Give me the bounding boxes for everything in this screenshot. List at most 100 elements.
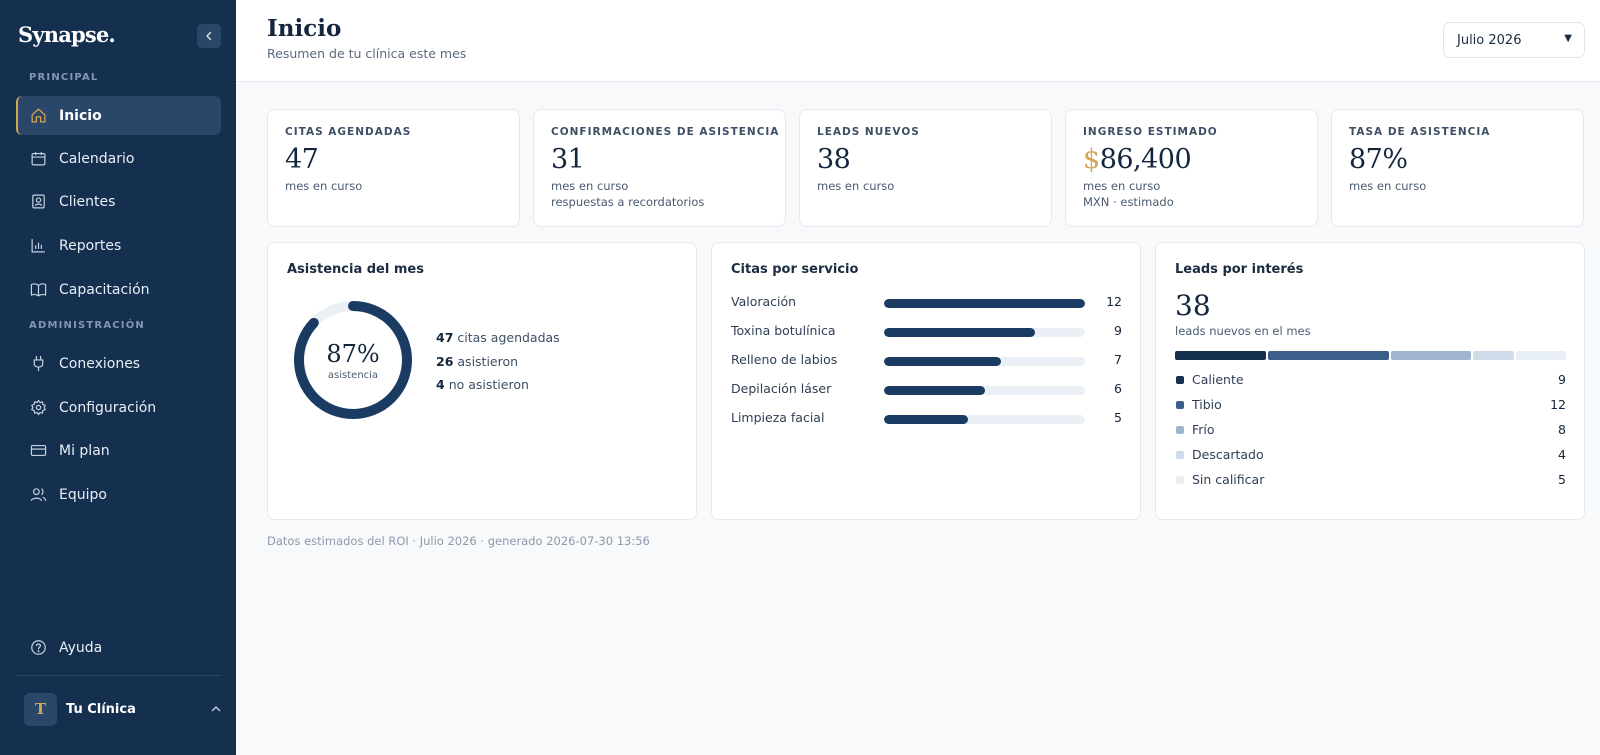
page-header: Inicio Resumen de tu clínica este mes Ju… [236, 0, 1600, 82]
kpi-card-ingreso: INGRESO ESTIMADO $86,400 mes en curso MX… [1065, 109, 1318, 227]
sidebar-item-label: Conexiones [59, 355, 141, 372]
service-value: 7 [1114, 352, 1122, 367]
sidebar-item-equipo[interactable]: Equipo [16, 475, 221, 514]
leads-bar-segment [1515, 351, 1566, 360]
legend-swatch [1176, 401, 1184, 409]
leads-panel: Leads por interés 38 leads nuevos en el … [1155, 242, 1585, 520]
leads-bar-segment [1175, 351, 1266, 360]
sidebar-item-mi-plan[interactable]: Mi plan [16, 431, 221, 470]
kpi-value: 87% [1349, 144, 1408, 175]
leads-bar-segment [1473, 351, 1514, 360]
currency-symbol: $ [1083, 144, 1100, 175]
service-value: 6 [1114, 381, 1122, 396]
credit-card-icon [29, 442, 47, 460]
donut-caption: asistencia [327, 369, 379, 381]
leads-bar-segment [1390, 351, 1472, 360]
kpi-sub-line: mes en curso [1083, 179, 1161, 193]
legend-label: Tibio [1192, 397, 1222, 412]
clinic-avatar: T [24, 692, 57, 726]
legend-label: Sin calificar [1192, 472, 1265, 487]
home-icon [29, 107, 47, 125]
service-bar-track [884, 299, 1085, 308]
service-bar-track [884, 357, 1085, 366]
kpi-value: $86,400 [1083, 144, 1300, 175]
chevron-up-icon [211, 706, 221, 712]
attendance-line: 4 no asistieron [436, 377, 529, 392]
service-row: Relleno de labios 7 [731, 351, 1122, 371]
clinic-switcher[interactable]: T Tu Clínica [24, 692, 221, 726]
sidebar-item-calendario[interactable]: Calendario [16, 139, 221, 178]
service-value: 12 [1106, 294, 1122, 309]
sidebar-item-configuracion[interactable]: Configuración [16, 388, 221, 427]
sidebar-item-label: Calendario [59, 150, 135, 167]
clinic-name: Tu Clínica [66, 701, 136, 717]
service-row: Toxina botulínica 9 [731, 322, 1122, 342]
service-name: Limpieza facial [731, 410, 825, 425]
leads-bar-segment [1267, 351, 1389, 360]
kpi-card-tasa: TASA DE ASISTENCIA 87% mes en curso [1331, 109, 1584, 227]
service-name: Depilación láser [731, 381, 832, 396]
legend-label: Caliente [1192, 372, 1244, 387]
legend-value: 5 [1558, 472, 1566, 487]
kpi-sub-line: respuestas a recordatorios [551, 195, 705, 209]
sidebar-item-conexiones[interactable]: Conexiones [16, 344, 221, 383]
page-title: Inicio [267, 15, 342, 42]
calendar-icon [29, 150, 47, 168]
leads-stacked-bar [1175, 351, 1566, 360]
sidebar-item-label: Capacitación [59, 281, 150, 298]
kpi-label: CONFIRMACIONES DE ASISTENCIA [551, 126, 780, 138]
kpi-label: LEADS NUEVOS [817, 126, 920, 138]
collapse-sidebar-button[interactable] [197, 24, 221, 48]
leads-subtitle: leads nuevos en el mes [1175, 324, 1311, 338]
sidebar-item-label: Ayuda [59, 639, 103, 656]
legend-value: 12 [1550, 397, 1566, 412]
leads-legend-row: Caliente 9 [1175, 371, 1566, 389]
service-bar [884, 386, 985, 395]
leads-legend-row: Sin calificar 5 [1175, 471, 1566, 489]
service-row: Depilación láser 6 [731, 380, 1122, 400]
sidebar-divider [16, 675, 221, 676]
page-subtitle: Resumen de tu clínica este mes [267, 46, 467, 61]
sidebar-item-clientes[interactable]: Clientes [16, 182, 221, 221]
sidebar-item-capacitacion[interactable]: Capacitación [16, 270, 221, 309]
sidebar-item-label: Equipo [59, 486, 107, 503]
sidebar-item-label: Clientes [59, 193, 116, 210]
service-bar [884, 357, 1002, 366]
kpi-card-leads: LEADS NUEVOS 38 mes en curso [799, 109, 1052, 227]
sidebar-item-label: Configuración [59, 399, 157, 416]
sidebar-item-reportes[interactable]: Reportes [16, 226, 221, 265]
donut-percent: 87% [326, 339, 380, 368]
service-value: 5 [1114, 410, 1122, 425]
panel-title: Leads por interés [1175, 262, 1304, 277]
leads-total: 38 [1175, 289, 1211, 322]
app-logo[interactable]: Synapse. [18, 22, 116, 47]
attendance-line: 47 citas agendadas [436, 330, 560, 345]
help-icon [29, 639, 47, 657]
sidebar-item-inicio[interactable]: Inicio [16, 96, 221, 135]
kpi-value: 31 [551, 144, 585, 175]
attendance-panel: Asistencia del mes 87% asistencia 47 cit… [267, 242, 697, 520]
service-row: Valoración 12 [731, 293, 1122, 313]
team-icon [29, 486, 47, 504]
service-name: Valoración [731, 294, 797, 309]
panel-title: Citas por servicio [731, 262, 859, 277]
clients-icon [29, 193, 47, 211]
section-label-administracion: ADMINISTRACIÓN [29, 320, 145, 331]
service-row: Limpieza facial 5 [731, 409, 1122, 429]
service-name: Relleno de labios [731, 352, 838, 367]
month-select[interactable]: Julio 2026 ▼ [1443, 22, 1585, 58]
kpi-card-confirmaciones: CONFIRMACIONES DE ASISTENCIA 31 mes en c… [533, 109, 786, 227]
service-name: Toxina botulínica [731, 323, 836, 338]
kpi-card-citas: CITAS AGENDADAS 47 mes en curso [267, 109, 520, 227]
kpi-sub: mes en curso MXN · estimado [1083, 178, 1300, 210]
leads-legend-row: Tibio 12 [1175, 396, 1566, 414]
kpi-sub-line: mes en curso [551, 179, 629, 193]
plug-icon [29, 355, 47, 373]
kpi-sub: mes en curso [1349, 179, 1427, 193]
sidebar-item-ayuda[interactable]: Ayuda [16, 628, 221, 667]
reports-icon [29, 237, 47, 255]
caret-down-icon: ▼ [1564, 33, 1572, 44]
kpi-value: 47 [285, 144, 319, 175]
book-icon [29, 281, 47, 299]
service-bar [884, 328, 1035, 337]
